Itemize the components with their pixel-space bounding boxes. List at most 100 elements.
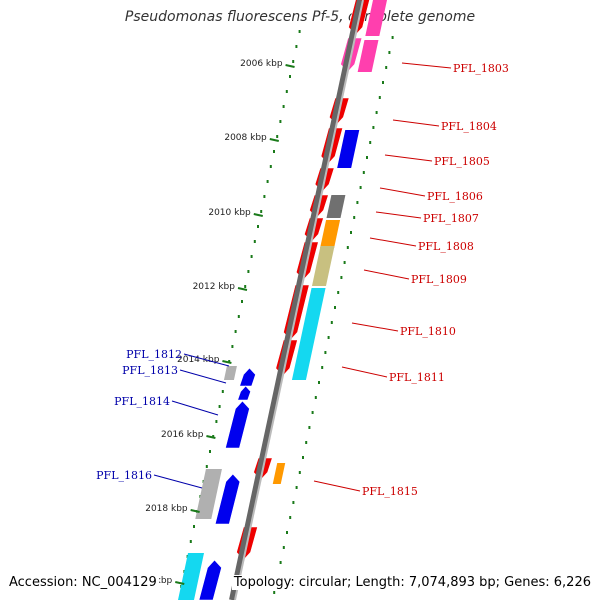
- ruler-minor-tick: [276, 135, 279, 138]
- ruler-minor-tick: [388, 51, 391, 54]
- gene-label-reverse[interactable]: PFL_1812: [126, 348, 182, 361]
- ruler-minor-tick: [369, 141, 372, 144]
- ruler-minor-tick: [231, 345, 234, 348]
- gene-feature[interactable]: [311, 246, 335, 286]
- ruler-minor-tick: [356, 201, 359, 204]
- gene-label-reverse[interactable]: PFL_1813: [122, 364, 178, 377]
- ruler-minor-tick: [295, 45, 298, 48]
- ruler-minor-tick: [260, 210, 263, 213]
- ruler-minor-tick: [353, 216, 356, 219]
- backbone-line: [229, 0, 363, 600]
- ruler-minor-tick: [308, 426, 311, 429]
- ruler-minor-tick: [372, 126, 375, 129]
- gene-label-forward[interactable]: PFL_1807: [423, 212, 479, 225]
- ruler-tick-label: 2014 kbp: [177, 355, 220, 365]
- gene-label-leader: [179, 369, 227, 384]
- gene-arrow[interactable]: [237, 385, 251, 401]
- topology-text: Topology: circular; Length: 7,074,893 bp…: [231, 575, 591, 590]
- gene-feature[interactable]: [357, 40, 379, 72]
- ruler-minor-tick: [250, 255, 253, 258]
- gene-label-leader: [153, 474, 203, 489]
- ruler-major-tick: [269, 138, 279, 142]
- gene-label-forward[interactable]: PFL_1804: [441, 120, 497, 133]
- ruler-minor-tick: [327, 336, 330, 339]
- gene-arrow[interactable]: [239, 367, 256, 387]
- ruler-minor-tick: [234, 330, 237, 333]
- ruler-major-tick: [237, 287, 248, 291]
- gene-feature[interactable]: [272, 463, 286, 484]
- ruler-minor-tick: [269, 165, 272, 168]
- gene-feature[interactable]: [365, 0, 389, 36]
- gene-arrow[interactable]: [225, 400, 250, 449]
- gene-feature[interactable]: [223, 366, 237, 380]
- ruler-minor-tick: [215, 420, 218, 423]
- gene-label-forward[interactable]: PFL_1811: [389, 371, 445, 384]
- ruler-minor-tick: [311, 411, 314, 414]
- ruler-major-tick: [222, 360, 232, 364]
- ruler-minor-tick: [244, 285, 247, 288]
- gene-label-leader: [369, 237, 417, 247]
- gene-arrow[interactable]: [214, 473, 241, 525]
- gene-label-leader: [183, 353, 230, 367]
- gene-label-leader: [392, 119, 440, 127]
- gene-label-forward[interactable]: PFL_1809: [411, 273, 467, 286]
- ruler-minor-tick: [282, 546, 285, 549]
- gene-label-reverse[interactable]: PFL_1814: [114, 395, 170, 408]
- gene-label-leader: [351, 322, 399, 332]
- gene-label-leader: [384, 154, 433, 162]
- gene-feature[interactable]: [320, 220, 341, 248]
- gene-label-forward[interactable]: PFL_1810: [400, 325, 456, 338]
- ruler-minor-tick: [279, 120, 282, 123]
- gene-arrow[interactable]: [198, 559, 222, 600]
- ruler-minor-tick: [292, 501, 295, 504]
- ruler-minor-tick: [247, 270, 250, 273]
- gene-feature[interactable]: [337, 130, 360, 168]
- gene-label-leader: [401, 62, 452, 69]
- ruler-minor-tick: [305, 441, 308, 444]
- ruler-minor-tick: [221, 390, 224, 393]
- gene-label-forward[interactable]: PFL_1806: [427, 190, 483, 203]
- ruler-minor-tick: [193, 525, 195, 528]
- gene-feature[interactable]: [326, 195, 346, 218]
- gene-label-forward[interactable]: PFL_1808: [418, 240, 474, 253]
- gene-label-reverse[interactable]: PFL_1816: [96, 469, 152, 482]
- feature-track: [178, 0, 389, 600]
- ruler-major-tick: [190, 509, 200, 513]
- ruler-tick-label: 2016 kbp: [161, 430, 204, 440]
- ruler-major-tick: [285, 64, 295, 68]
- ruler-minor-tick: [189, 540, 192, 543]
- ruler-minor-tick: [378, 96, 381, 99]
- ruler-major-tick: [206, 435, 216, 439]
- gene-label-leader: [363, 269, 410, 280]
- ruler-minor-tick: [318, 381, 320, 384]
- ruler-minor-tick: [241, 300, 243, 303]
- ruler-minor-tick: [334, 306, 336, 309]
- ruler-minor-tick: [218, 405, 221, 408]
- ruler-minor-tick: [257, 225, 259, 228]
- ruler-minor-tick: [292, 60, 295, 63]
- ruler-minor-tick: [205, 465, 208, 468]
- ruler-minor-tick: [298, 471, 301, 474]
- gene-feature[interactable]: [178, 553, 205, 600]
- gene-label-leader: [171, 400, 219, 416]
- ruler-tick-label: 2012 kbp: [193, 282, 236, 292]
- ruler-minor-tick: [279, 561, 282, 564]
- ruler-minor-tick: [385, 66, 388, 69]
- gene-label-forward[interactable]: PFL_1815: [362, 485, 418, 498]
- ruler-minor-tick: [286, 531, 288, 534]
- gene-label-forward[interactable]: PFL_1805: [434, 155, 490, 168]
- ruler-tick-label: 2008 kbp: [224, 133, 267, 143]
- gene-feature[interactable]: [195, 469, 222, 519]
- backbone-track: [229, 0, 364, 600]
- gene-feature[interactable]: [291, 288, 326, 380]
- ruler-minor-tick: [362, 171, 365, 174]
- ruler-track: 2006 kbp 2008 kbp 2010 kbp 2012 kbp 2014 kbp…: [141, 59, 295, 586]
- ruler-minor-tick: [382, 81, 384, 84]
- ruler-minor-tick: [253, 240, 256, 243]
- ruler-minor-tick: [321, 366, 324, 369]
- ruler-minor-tick: [330, 321, 333, 324]
- ruler-minor-tick: [289, 75, 291, 78]
- ruler-tick-label: 2010 kbp: [208, 208, 251, 218]
- gene-label-forward[interactable]: PFL_1803: [453, 62, 509, 75]
